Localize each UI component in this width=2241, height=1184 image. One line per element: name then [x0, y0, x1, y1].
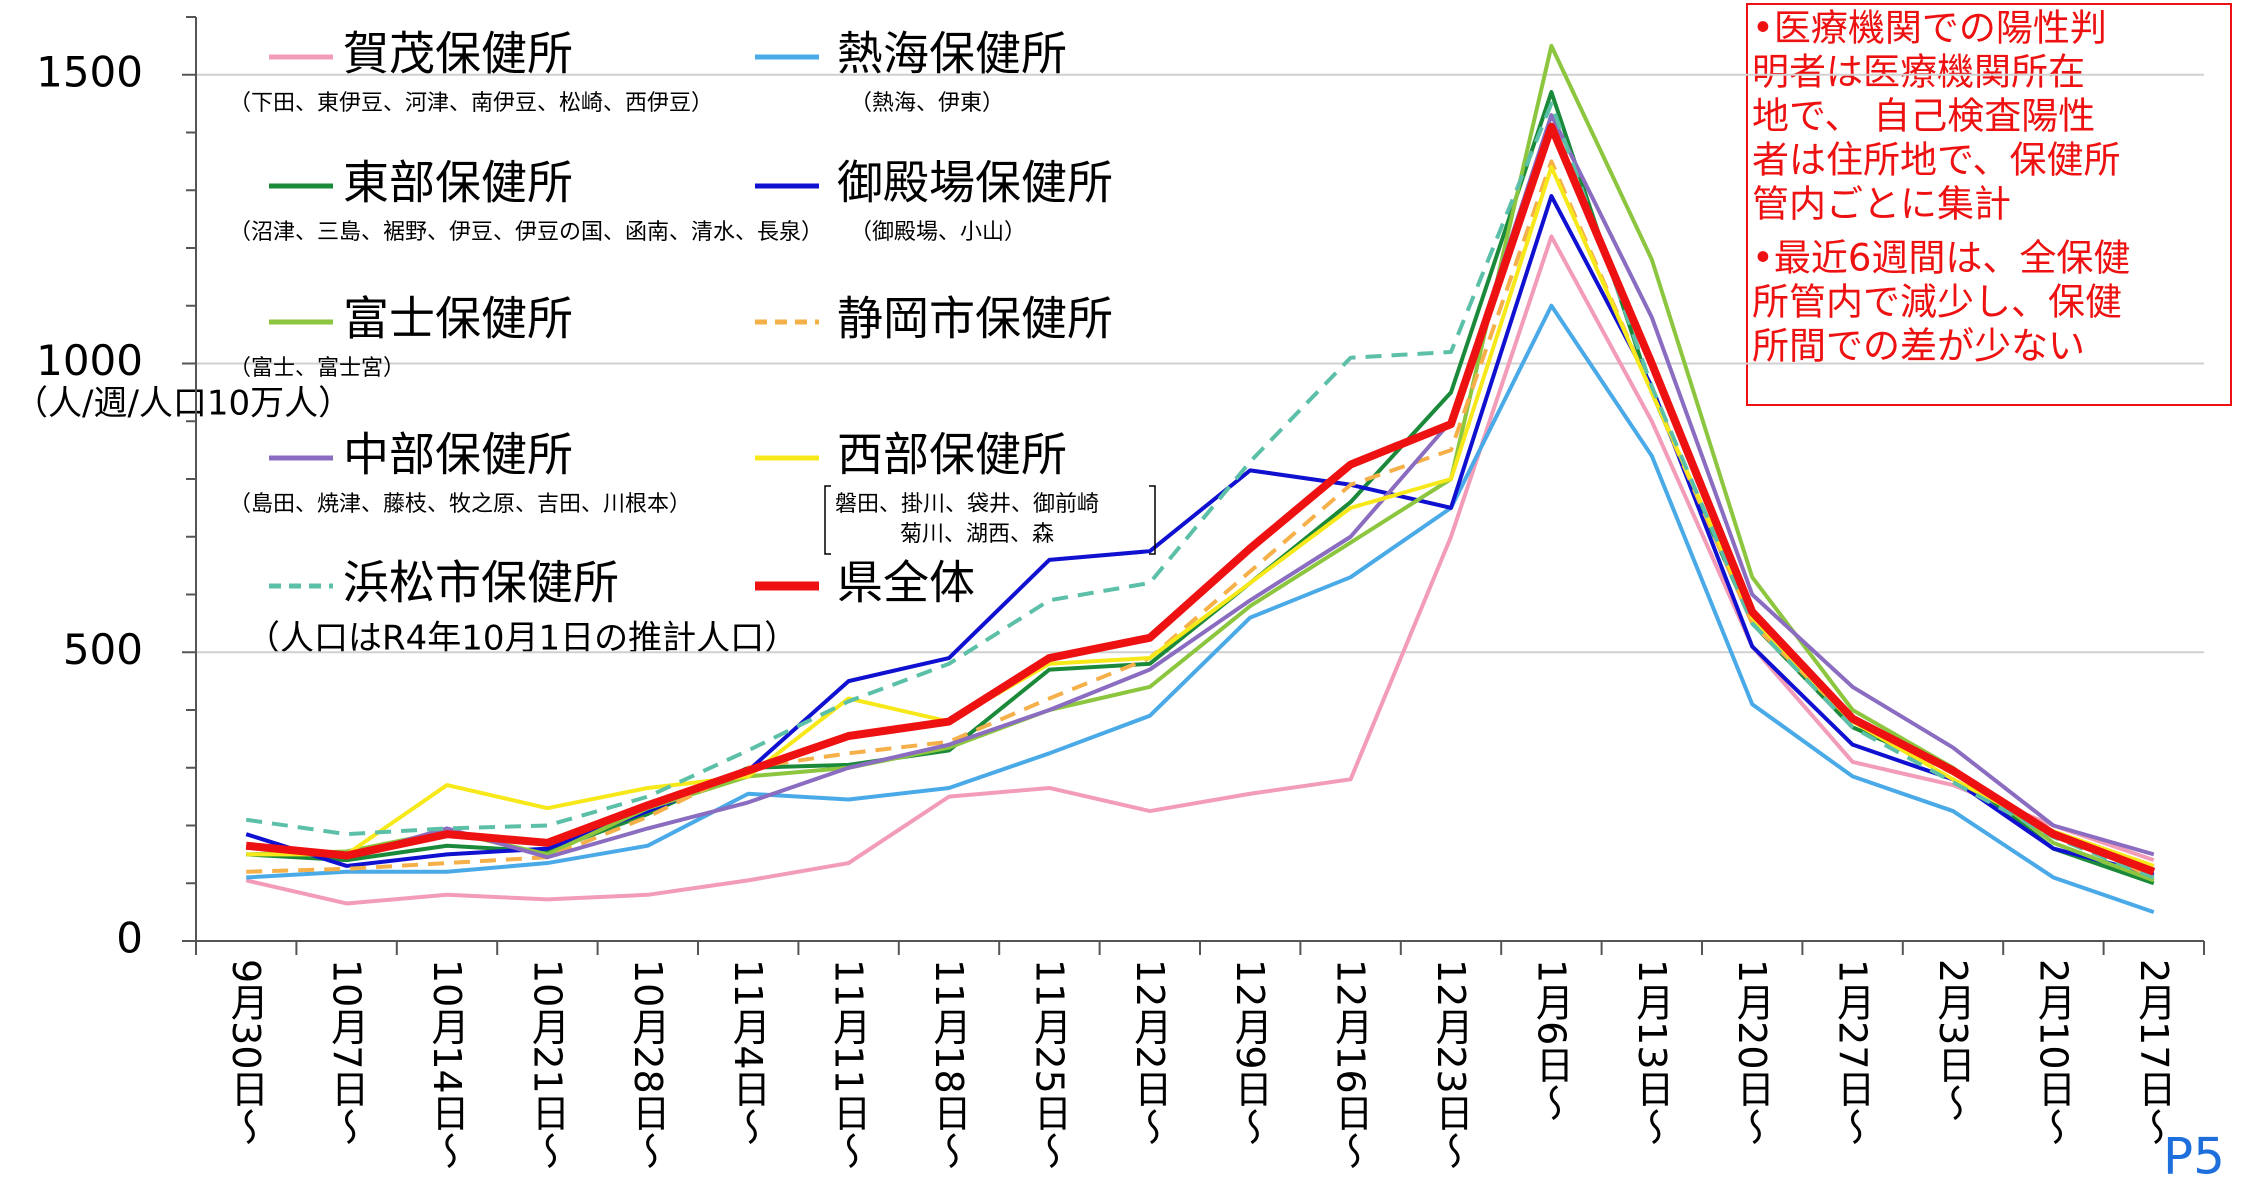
note-text: •医療機関での陽性判	[1752, 7, 2107, 50]
series-line	[245, 113, 2155, 860]
legend-note: 磐田、掛川、袋井、御前崎	[835, 492, 1099, 517]
legend-note: （沼津、三島、裾野、伊豆、伊豆の国、函南、清水、長泉）	[229, 220, 823, 245]
x-tick-label: 10月21日～	[525, 959, 569, 1170]
series-line	[245, 234, 2155, 906]
note-text: 所間での差が少ない	[1752, 325, 2085, 368]
x-tick-label: 10月14日～	[425, 959, 469, 1170]
legend-note: 菊川、湖西、森	[900, 522, 1054, 547]
legend-label: 熱海保健所	[837, 27, 1067, 81]
legend-note: （富士、富士宮）	[229, 356, 405, 381]
legend-label: 賀茂保健所	[343, 27, 573, 81]
note-text: •最近6週間は、全保健	[1752, 237, 2130, 280]
y-tick-label: 0	[116, 914, 143, 963]
x-tick-label: 12月2日～	[1128, 959, 1172, 1146]
x-tick-label: 10月28日～	[626, 959, 670, 1170]
series-line	[245, 122, 2156, 876]
note-box	[1746, 3, 2232, 406]
legend-label: 静岡市保健所	[837, 292, 1113, 346]
legend-note: （下田、東伊豆、河津、南伊豆、松崎、西伊豆）	[229, 91, 713, 116]
y-axis-label: （人/週/人口10万人）	[14, 384, 352, 424]
note-bracket	[1149, 485, 1156, 555]
note-text: 管内ごとに集計	[1752, 183, 2011, 226]
note-bracket	[824, 485, 831, 555]
page-label: P5	[2163, 1128, 2225, 1184]
legend-note: （御殿場、小山）	[850, 220, 1026, 245]
x-tick-label: 2月3日～	[1931, 959, 1975, 1121]
x-tick-label: 10月7日～	[325, 959, 369, 1146]
legend-label: 県全体	[837, 556, 975, 610]
x-tick-label: 11月4日～	[726, 959, 770, 1146]
series-line	[245, 101, 2155, 880]
legend-label: 浜松市保健所	[343, 556, 619, 610]
x-tick-label: 12月16日～	[1329, 959, 1373, 1170]
legend-label: 富士保健所	[343, 292, 573, 346]
x-tick-label: 1月27日～	[1831, 959, 1875, 1146]
series-line	[245, 194, 2155, 877]
series-line	[246, 303, 2155, 915]
x-tick-label: 11月25日～	[1027, 959, 1071, 1170]
x-tick-label: 2月10日～	[2031, 959, 2075, 1146]
note-text: 明者は医療機関所在	[1752, 51, 2085, 94]
y-tick-label: 1500	[36, 47, 143, 96]
legend-label: 西部保健所	[837, 428, 1067, 482]
legend-label: 御殿場保健所	[837, 156, 1113, 210]
note-text: 者は住所地で、保健所	[1752, 139, 2121, 182]
x-tick-label: 2月17日～	[2132, 959, 2176, 1146]
x-tick-label: 9月30日～	[224, 959, 268, 1146]
series-line	[246, 43, 2155, 883]
x-tick-label: 1月20日～	[1730, 959, 1774, 1146]
legend-note: （島田、焼津、藤枝、牧之原、吉田、川根本）	[229, 492, 691, 517]
x-tick-label: 11月18日～	[927, 959, 971, 1170]
y-tick-label: 1000	[36, 336, 143, 385]
legend-label: 中部保健所	[343, 428, 573, 482]
x-tick-label: 11月11日～	[827, 959, 871, 1170]
legend-note: （熱海、伊東）	[850, 91, 1004, 116]
x-tick-label: 1月6日～	[1529, 959, 1573, 1121]
x-tick-label: 12月9日～	[1228, 959, 1272, 1146]
x-tick-label: 1月13日～	[1630, 959, 1674, 1146]
note-text: 所管内で減少し、保健	[1752, 281, 2122, 324]
note-text: 地で、 自己検査陽性	[1752, 95, 2095, 138]
x-tick-label: 12月23日～	[1429, 959, 1473, 1170]
y-tick-label: 500	[63, 625, 143, 674]
legend-label: 東部保健所	[343, 156, 573, 210]
